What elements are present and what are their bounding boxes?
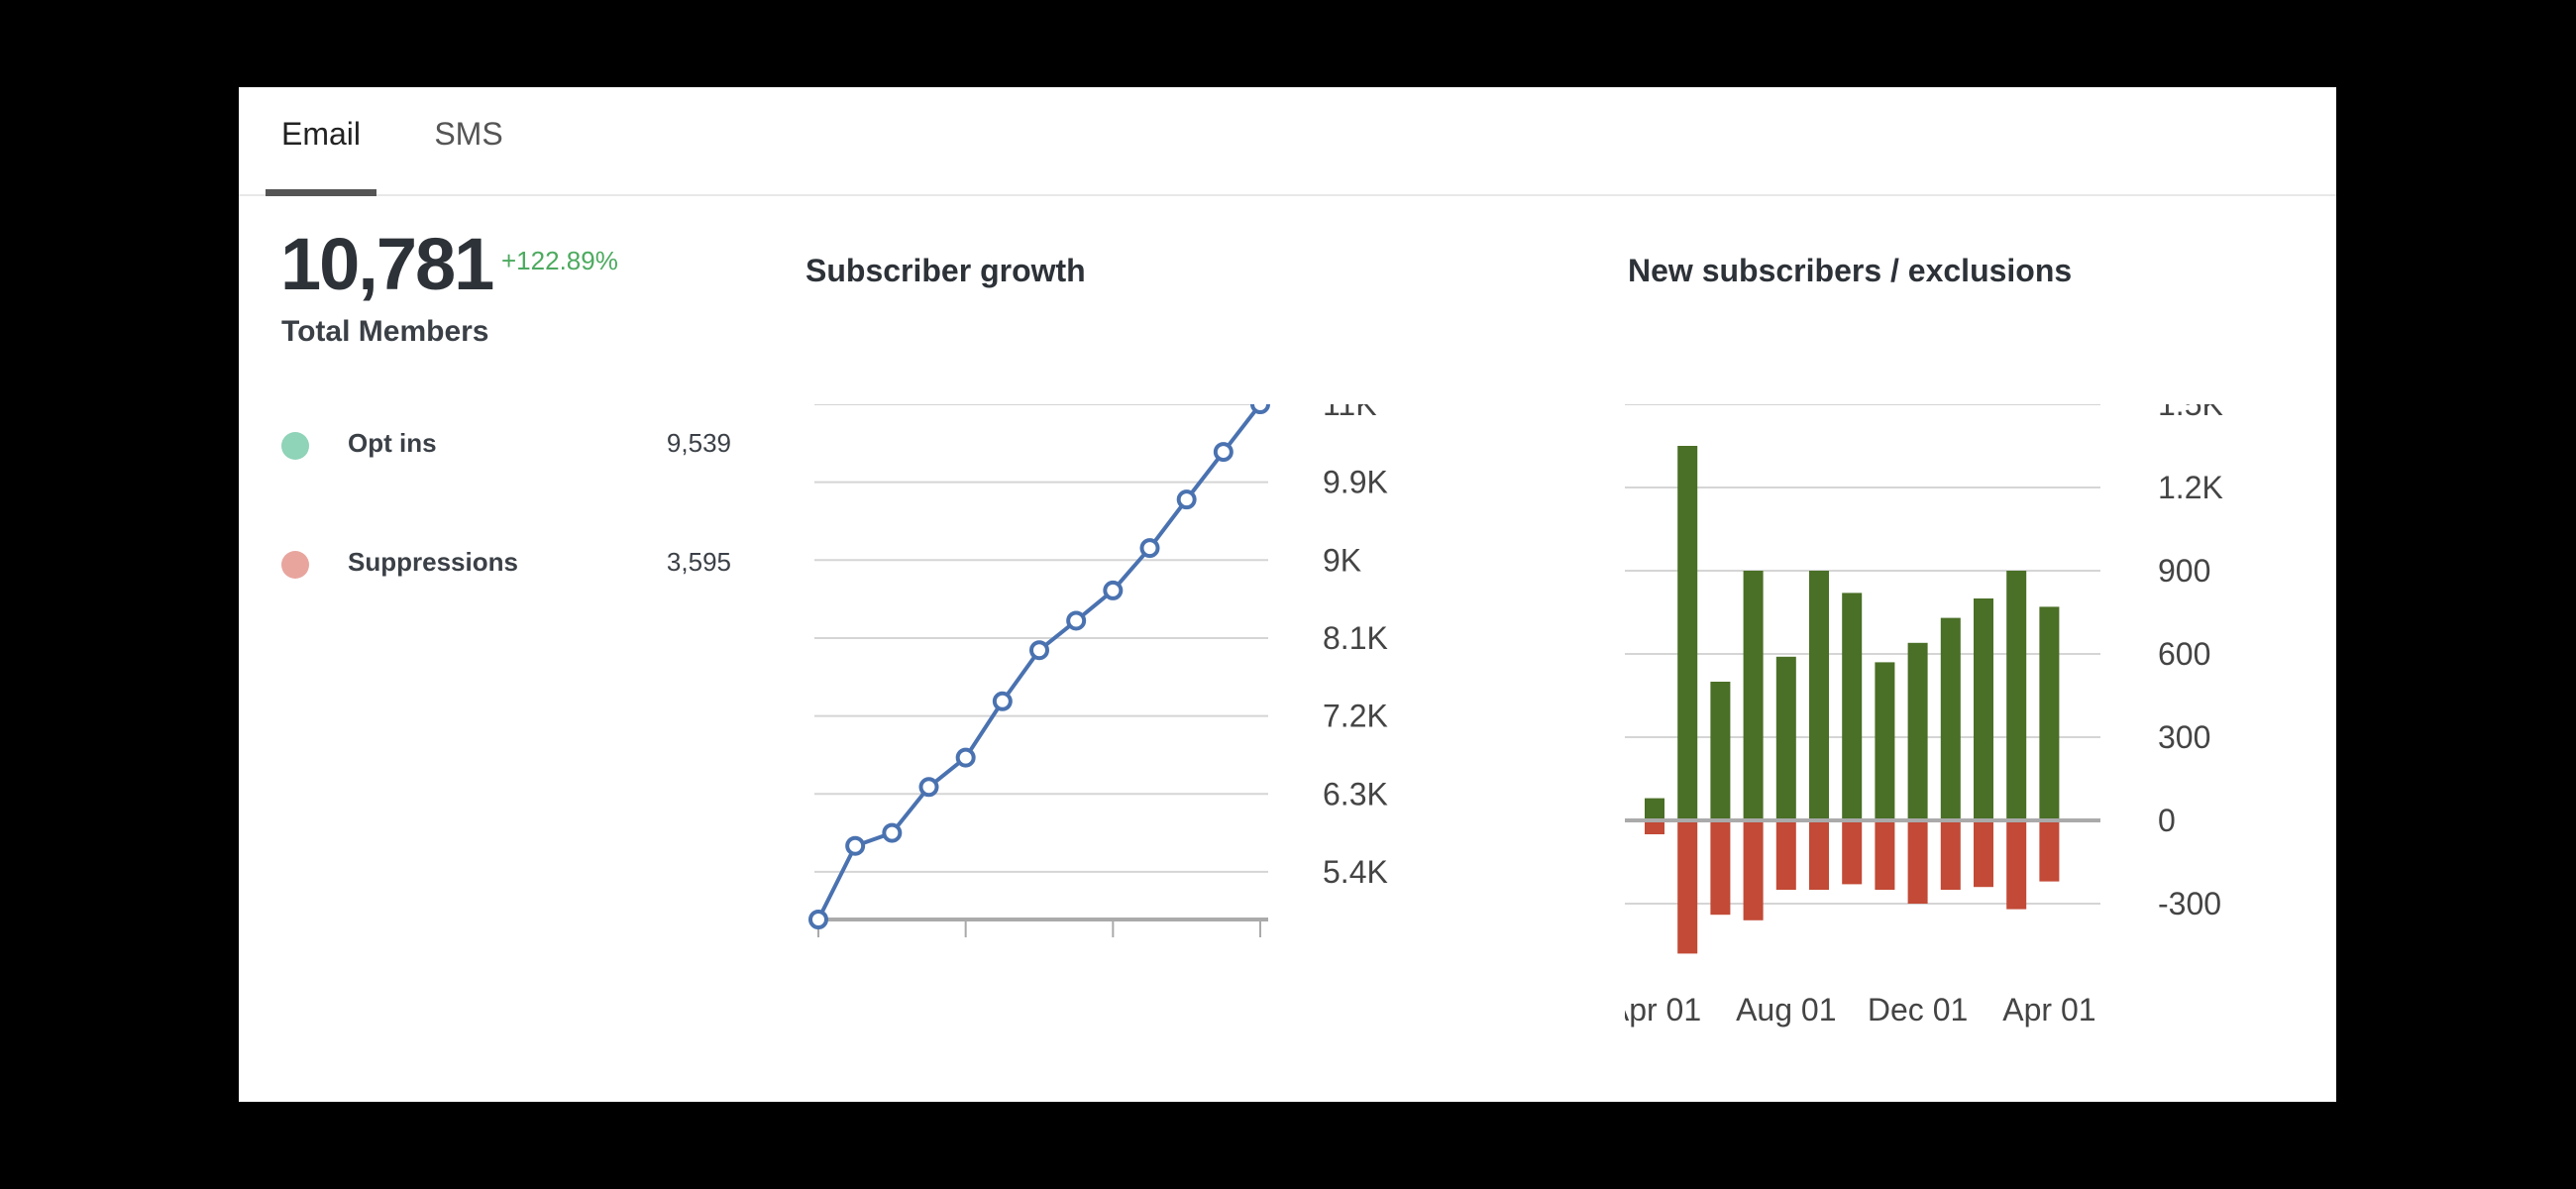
y-tick-label: 9K xyxy=(1323,542,1361,578)
positive-bar xyxy=(1907,642,1928,820)
positive-bar xyxy=(2039,606,2060,820)
new-subscribers-title: New subscribers / exclusions xyxy=(1628,253,2073,288)
y-tick-label: 7.2K xyxy=(1323,699,1388,734)
legend-value-opt-ins: 9,539 xyxy=(666,428,731,458)
x-tick-label: Dec 01 xyxy=(1868,992,1968,1027)
data-point xyxy=(992,691,1013,711)
positive-bar xyxy=(2006,571,2027,820)
y-tick-label: 600 xyxy=(2158,636,2210,672)
data-point xyxy=(955,747,976,768)
positive-bar xyxy=(1875,662,1895,820)
y-tick-label: -300 xyxy=(2158,886,2221,921)
positive-bar xyxy=(1710,682,1731,820)
legend-item-suppressions: Suppressions 3,595 xyxy=(281,543,737,583)
data-point xyxy=(845,835,866,856)
x-tick-label: Aug 01 xyxy=(1736,992,1836,1027)
legend-label-suppressions: Suppressions xyxy=(348,547,518,577)
negative-bar xyxy=(1940,820,1961,890)
negative-bar xyxy=(1842,820,1863,885)
negative-bar xyxy=(1907,820,1928,904)
legend-item-opt-ins: Opt ins 9,539 xyxy=(281,424,737,464)
negative-bar xyxy=(2039,820,2060,882)
tab-sms[interactable]: SMS xyxy=(414,111,523,194)
negative-bar xyxy=(2006,820,2027,910)
data-point xyxy=(808,910,828,929)
positive-bar xyxy=(1645,798,1664,820)
positive-bar xyxy=(1809,571,1829,820)
negative-bar xyxy=(1677,820,1698,954)
data-point xyxy=(882,822,903,843)
y-tick-label: 0 xyxy=(2158,803,2176,838)
tab-email-label: Email xyxy=(280,116,361,152)
data-point xyxy=(1066,610,1087,631)
positive-bar xyxy=(1974,598,1993,820)
opt-ins-dot-icon xyxy=(281,432,309,460)
y-tick-label: 900 xyxy=(2158,553,2210,589)
y-tick-label: 8.1K xyxy=(1323,620,1388,656)
subscriber-growth-title: Subscriber growth xyxy=(805,253,1086,288)
x-tick-label: Apr 01 xyxy=(2002,992,2095,1027)
positive-bar xyxy=(1775,656,1796,820)
legend-value-suppressions: 3,595 xyxy=(666,547,731,577)
data-point xyxy=(1176,489,1197,510)
negative-bar xyxy=(1710,820,1731,916)
y-tick-label: 11K xyxy=(1323,404,1377,422)
data-point xyxy=(1103,580,1124,600)
data-point xyxy=(1213,442,1234,463)
y-tick-label: 6.3K xyxy=(1323,776,1388,811)
total-members-label: Total Members xyxy=(281,315,489,348)
positive-bar xyxy=(1743,571,1764,820)
y-tick-label: 9.9K xyxy=(1323,465,1388,500)
data-point xyxy=(1029,640,1049,661)
legend-label-opt-ins: Opt ins xyxy=(348,428,437,458)
negative-bar xyxy=(1875,820,1895,890)
y-tick-label: 300 xyxy=(2158,719,2210,755)
positive-bar xyxy=(1940,617,1961,820)
data-point xyxy=(1250,404,1270,414)
negative-bar xyxy=(1743,820,1764,920)
negative-bar xyxy=(1809,820,1829,890)
y-tick-label: 5.4K xyxy=(1323,854,1388,890)
tab-sms-label: SMS xyxy=(434,116,503,152)
audience-card: Email SMS 10,781 +122.89% Total Members … xyxy=(239,87,2336,1102)
channel-tabs: Email SMS xyxy=(239,87,2336,196)
data-point xyxy=(918,777,939,798)
data-point xyxy=(1139,538,1160,559)
negative-bar xyxy=(1974,820,1993,888)
new-subscribers-chart: -300 0 300 600 900 1.2K 1.5K Apr 01 Aug 01 Dec 01… xyxy=(1625,404,2223,1027)
positive-bar xyxy=(1677,446,1698,820)
x-tick-label: Apr 01 xyxy=(1625,992,1701,1027)
suppressions-dot-icon xyxy=(281,551,309,579)
tab-email[interactable]: Email xyxy=(266,111,376,196)
negative-bar xyxy=(1645,820,1664,834)
y-tick-label: 1.5K xyxy=(2158,404,2223,422)
total-members-delta: +122.89% xyxy=(501,246,618,275)
total-members-count: 10,781 xyxy=(280,223,494,305)
negative-bar xyxy=(1775,820,1796,890)
y-tick-label: 1.2K xyxy=(2158,470,2223,505)
positive-bar xyxy=(1842,593,1863,820)
